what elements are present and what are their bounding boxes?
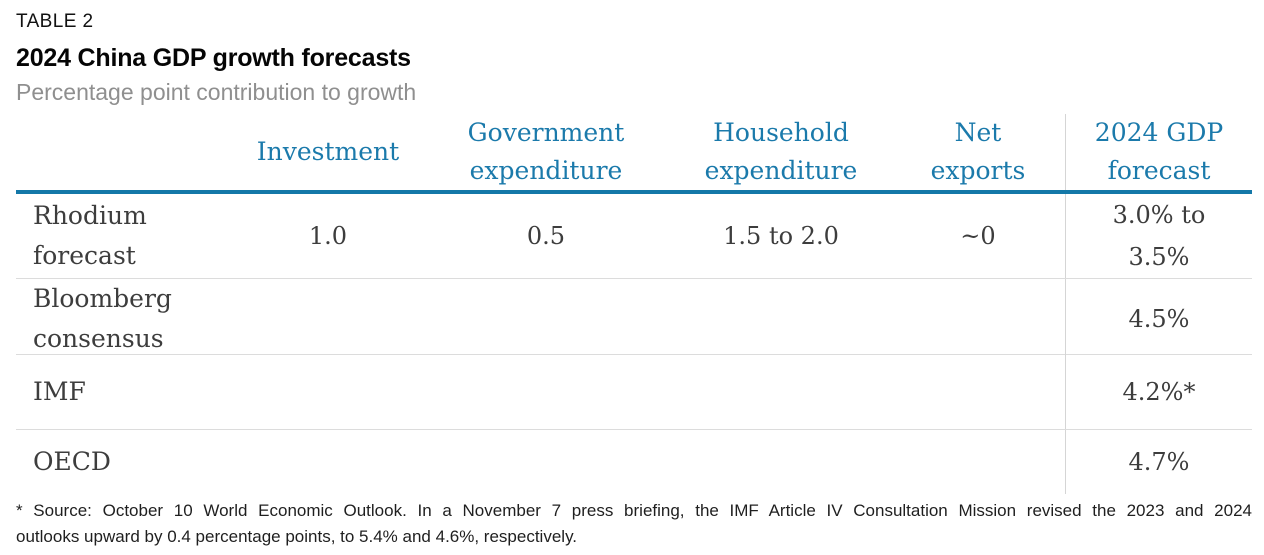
- column-header-household-expenditure: Household expenditure: [704, 118, 858, 185]
- column-header-blank: [16, 114, 235, 190]
- cell-government-expenditure: [421, 430, 671, 494]
- cell-gdp-forecast: 3.0% to 3.5%: [1065, 194, 1252, 278]
- figure-heading: TABLE 2 2024 China GDP growth forecasts …: [16, 10, 1252, 106]
- row-label: Rhodium forecast: [33, 201, 147, 270]
- cell-investment: [235, 355, 421, 429]
- table-row-bloomberg-consensus: Bloomberg consensus 4.5%: [16, 279, 1252, 359]
- cell-household-expenditure: [671, 430, 891, 494]
- table-subtitle: Percentage point contribution to growth: [16, 79, 417, 105]
- table-row-oecd: OECD 4.7%: [16, 430, 1252, 494]
- column-header-investment: Investment: [256, 137, 400, 166]
- cell-government-expenditure: [421, 355, 671, 429]
- cell-household-expenditure: [671, 279, 891, 359]
- table-header-row: Investment Government expenditure Househ…: [16, 114, 1252, 194]
- gdp-forecast-table: Investment Government expenditure Househ…: [16, 114, 1252, 494]
- table-number-label: TABLE 2: [16, 11, 94, 32]
- column-header-net-exports: Net exports: [930, 118, 1026, 185]
- source-footnote: * Source: October 10 World Economic Outl…: [16, 498, 1252, 550]
- cell-net-exports: [891, 355, 1065, 429]
- cell-investment: [235, 279, 421, 359]
- cell-net-exports: [891, 430, 1065, 494]
- cell-net-exports: ~0: [960, 222, 996, 250]
- row-label: IMF: [33, 377, 86, 406]
- cell-government-expenditure: 0.5: [526, 222, 566, 250]
- column-header-government-expenditure: Government expenditure: [467, 118, 625, 185]
- table-title: 2024 China GDP growth forecasts: [16, 44, 411, 72]
- cell-household-expenditure: 1.5 to 2.0: [723, 222, 839, 250]
- cell-investment: [235, 430, 421, 494]
- table-row-imf: IMF 4.2%*: [16, 355, 1252, 430]
- row-label: OECD: [33, 447, 111, 476]
- row-label: Bloomberg consensus: [33, 284, 172, 353]
- cell-gdp-forecast: 4.7%: [1065, 430, 1252, 494]
- cell-household-expenditure: [671, 355, 891, 429]
- footnote-line-1: * Source: October 10 World Economic Outl…: [16, 501, 1252, 520]
- cell-net-exports: [891, 279, 1065, 359]
- cell-investment: 1.0: [308, 222, 348, 250]
- cell-government-expenditure: [421, 279, 671, 359]
- footnote-line-2: outlooks upward by 0.4 percentage points…: [16, 527, 578, 546]
- table-row-rhodium-forecast: Rhodium forecast 1.0 0.5 1.5 to 2.0 ~0 3…: [16, 194, 1252, 279]
- cell-gdp-forecast: 4.2%*: [1065, 355, 1252, 429]
- column-header-gdp-forecast: 2024 GDP forecast: [1065, 114, 1252, 190]
- cell-gdp-forecast: 4.5%: [1065, 279, 1252, 359]
